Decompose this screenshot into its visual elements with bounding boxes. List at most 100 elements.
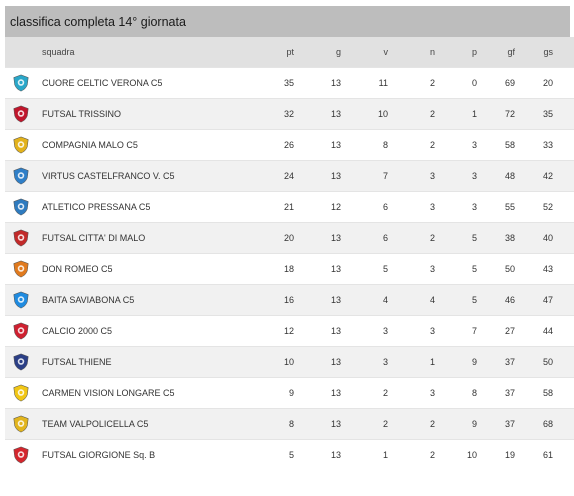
stat-n: 3 [394,252,441,284]
stat-n: 3 [394,190,441,222]
team-name[interactable]: COMPAGNIA MALO C5 [36,128,229,160]
table-row[interactable]: ATLETICO PRESSANA C5211263355523 [5,190,574,222]
team-logo-cell [5,190,36,222]
team-valpolicella-logo-icon [12,415,30,433]
futsal-citta-di-malo-logo-icon [12,229,30,247]
stat-g: 13 [300,66,347,98]
header-v[interactable]: v [347,37,394,67]
stat-n: 4 [394,283,441,315]
stat-gs: 40 [521,221,559,253]
stat-gs: 42 [521,159,559,191]
header-p[interactable]: p [441,37,483,67]
stat-gf: 46 [483,283,521,315]
header-squadra[interactable]: squadra [36,37,229,67]
stat-dr: -17 [559,314,574,346]
calcio-2000-logo-icon [12,322,30,340]
stat-gs: 44 [521,314,559,346]
team-name[interactable]: CALCIO 2000 C5 [36,314,229,346]
table-row[interactable]: FUTSAL TRISSINO32131021723537 [5,97,574,129]
stat-p: 3 [441,159,483,191]
team-name[interactable]: DON ROMEO C5 [36,252,229,284]
stat-g: 13 [300,128,347,160]
stat-n: 1 [394,345,441,377]
team-name[interactable]: CARMEN VISION LONGARE C5 [36,376,229,408]
team-logo-cell [5,221,36,253]
stat-gs: 61 [521,438,559,470]
stat-n: 2 [394,66,441,98]
team-logo-cell [5,345,36,377]
header-g[interactable]: g [300,37,347,67]
stat-v: 8 [347,128,394,160]
stat-v: 6 [347,190,394,222]
stat-g: 13 [300,407,347,439]
stat-gf: 38 [483,221,521,253]
carmen-vision-logo-icon [12,384,30,402]
stat-g: 13 [300,252,347,284]
atletico-pressana-logo-icon [12,198,30,216]
header-gs[interactable]: gs [521,37,559,67]
stat-dr: 49 [559,66,574,98]
stat-gs: 20 [521,66,559,98]
stat-dr: -31 [559,407,574,439]
header-gf[interactable]: gf [483,37,521,67]
team-name[interactable]: FUTSAL TRISSINO [36,97,229,129]
stat-g: 13 [300,376,347,408]
stat-v: 1 [347,438,394,470]
stat-dr: -1 [559,283,574,315]
team-name[interactable]: FUTSAL CITTA' DI MALO [36,221,229,253]
team-name[interactable]: VIRTUS CASTELFRANCO V. C5 [36,159,229,191]
stat-v: 3 [347,314,394,346]
team-name[interactable]: TEAM VALPOLICELLA C5 [36,407,229,439]
team-logo-cell [5,128,36,160]
stat-g: 13 [300,283,347,315]
team-name[interactable]: BAITA SAVIABONA C5 [36,283,229,315]
stat-p: 1 [441,97,483,129]
stat-n: 3 [394,376,441,408]
stat-gs: 43 [521,252,559,284]
stat-v: 10 [347,97,394,129]
table-row[interactable]: CUORE CELTIC VERONA C535131120692049 [5,66,574,98]
header-dr[interactable]: dr [559,37,574,67]
stat-pt: 10 [229,345,300,377]
stat-n: 2 [394,128,441,160]
table-row[interactable]: DON ROMEO C5181353550437 [5,252,574,284]
team-logo-cell [5,97,36,129]
team-logo-cell [5,438,36,470]
stat-gs: 47 [521,283,559,315]
stat-n: 2 [394,221,441,253]
stat-pt: 24 [229,159,300,191]
cuore-celtic-logo-icon [12,74,30,92]
stat-g: 13 [300,345,347,377]
team-name[interactable]: CUORE CELTIC VERONA C5 [36,66,229,98]
standings-body: CUORE CELTIC VERONA C535131120692049FUTS… [5,66,574,470]
stat-pt: 32 [229,97,300,129]
stat-v: 4 [347,283,394,315]
table-row[interactable]: VIRTUS CASTELFRANCO V. C5241373348426 [5,159,574,191]
stat-pt: 21 [229,190,300,222]
stat-p: 0 [441,66,483,98]
team-logo-cell [5,159,36,191]
stat-n: 3 [394,314,441,346]
stat-gs: 35 [521,97,559,129]
compagnia-malo-logo-icon [12,136,30,154]
futsal-thiene-logo-icon [12,353,30,371]
header-pt[interactable]: pt [229,37,300,67]
table-row[interactable]: COMPAGNIA MALO C52613823583325 [5,128,574,160]
stat-dr: -21 [559,376,574,408]
stat-g: 13 [300,159,347,191]
futsal-giorgione-logo-icon [12,446,30,464]
team-logo-cell [5,376,36,408]
stat-n: 2 [394,438,441,470]
team-name[interactable]: FUTSAL THIENE [36,345,229,377]
team-name[interactable]: FUTSAL GIORGIONE Sq. B [36,438,229,470]
standings-title: classifica completa 14° giornata [10,14,186,29]
header-n[interactable]: n [394,37,441,67]
team-name[interactable]: ATLETICO PRESSANA C5 [36,190,229,222]
